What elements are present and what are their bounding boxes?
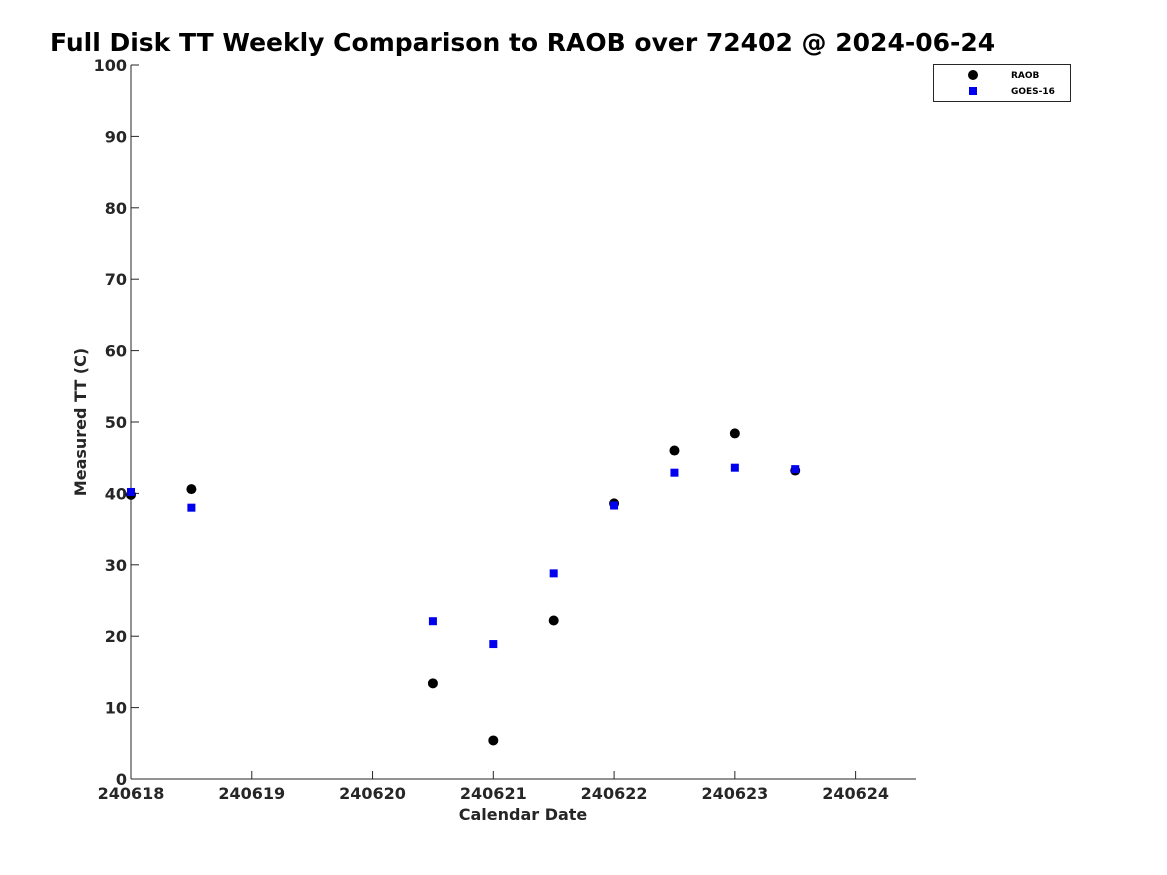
legend-label-goes-16: GOES-16 [1011, 87, 1055, 97]
raob-point [669, 445, 680, 456]
goes-16-point [791, 465, 800, 474]
goes-16-point [730, 463, 739, 472]
y-tick-label: 90 [105, 127, 127, 146]
legend-marker-raob [968, 70, 978, 80]
x-tick-label: 240620 [339, 784, 406, 803]
y-tick-label: 40 [105, 484, 127, 503]
raob-point [729, 428, 740, 439]
legend-box [933, 64, 1071, 102]
goes-16-point [187, 503, 196, 512]
axes: 0 10 20 30 40 50 60 70 80 90 100 240618 240619 240620… [94, 56, 916, 803]
y-tick-label: 60 [105, 342, 127, 361]
raob-point [427, 678, 438, 689]
y-tick-label: 20 [105, 627, 127, 646]
goes-16-point [489, 640, 498, 649]
y-tick-label: 10 [105, 699, 127, 718]
y-tick-label: 70 [105, 270, 127, 289]
chart-title: Full Disk TT Weekly Comparison to RAOB o… [50, 28, 996, 57]
x-tick-label: 240623 [701, 784, 768, 803]
raob-point [548, 615, 559, 626]
goes-16-point [549, 569, 558, 578]
y-tick-label: 80 [105, 199, 127, 218]
raob-point [186, 484, 197, 495]
goes-16-point [127, 487, 135, 496]
y-tick-label: 0 [116, 770, 127, 789]
x-tick-label: 240619 [218, 784, 285, 803]
x-tick-label: 240624 [822, 784, 889, 803]
goes-16-point [428, 617, 437, 626]
legend-marker-goes-16 [969, 87, 977, 95]
plot-points [126, 428, 801, 746]
x-tick-label: 240621 [460, 784, 527, 803]
legend: RAOB GOES-16 [933, 64, 1071, 102]
y-tick-label: 100 [94, 56, 127, 75]
y-tick-label: 50 [105, 413, 127, 432]
x-axis-label: Calendar Date [459, 805, 588, 824]
x-tick-label: 240622 [581, 784, 648, 803]
y-axis-label: Measured TT (C) [71, 348, 90, 496]
raob-point [488, 735, 499, 746]
legend-label-raob: RAOB [1011, 71, 1040, 81]
goes-16-point [670, 468, 679, 477]
goes-16-point [610, 501, 619, 510]
x-tick-label: 240618 [98, 784, 165, 803]
y-tick-label: 30 [105, 556, 127, 575]
